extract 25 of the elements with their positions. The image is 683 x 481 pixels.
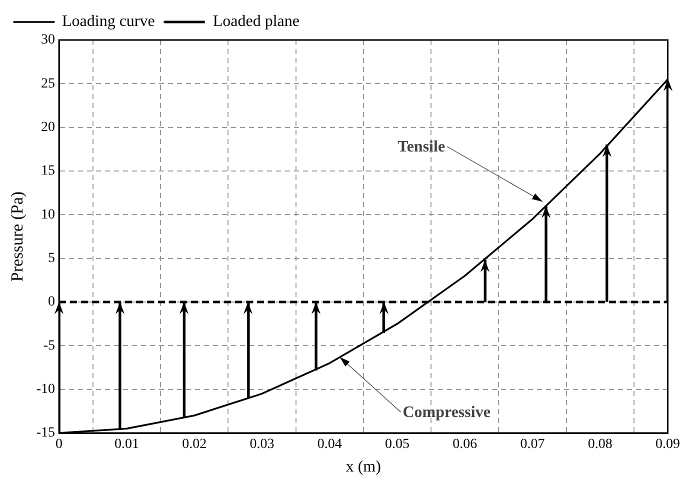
x-axis-title: x (m) [346, 458, 381, 476]
y-tick-label: -5 [43, 338, 56, 354]
y-tick-label: 20 [41, 120, 56, 136]
legend-label: Loaded plane [212, 13, 300, 30]
x-tick-label: 0.02 [182, 437, 207, 452]
x-tick-label: 0.01 [114, 437, 139, 452]
x-tick-label: 0.03 [250, 437, 274, 452]
x-tick-label: 0.09 [656, 437, 680, 452]
x-tick-label: 0.06 [452, 437, 478, 452]
x-tick-label: 0.08 [588, 437, 612, 452]
y-tick-label: 0 [48, 294, 56, 310]
y-axis-title: Pressure (Pa) [8, 191, 27, 282]
annotation: Tensile [398, 138, 446, 156]
legend-label: Loading curve [62, 13, 155, 30]
x-tick-label: 0.07 [520, 437, 545, 452]
y-tick-label: 15 [41, 164, 56, 179]
x-tick-label: 0.05 [384, 437, 410, 452]
y-tick-label: 5 [48, 251, 56, 266]
y-tick-label: 30 [41, 32, 56, 48]
y-tick-label: -10 [36, 382, 56, 398]
annotation: Compressive [402, 404, 490, 422]
x-tick-label: 0.04 [317, 437, 342, 452]
y-tick-label: 25 [41, 76, 56, 92]
y-tick-label: 10 [41, 207, 56, 222]
y-tick-label: -15 [36, 426, 56, 441]
